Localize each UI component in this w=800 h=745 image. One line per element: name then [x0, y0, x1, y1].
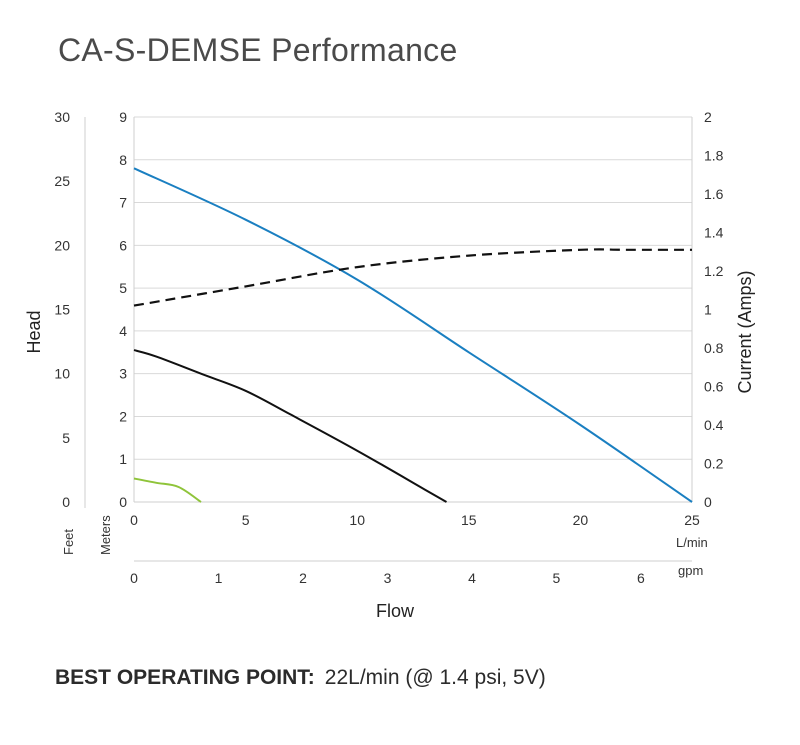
axes: [84, 117, 693, 562]
best-operating-point-value: 22L/min (@ 1.4 psi, 5V): [324, 666, 546, 689]
tick-labels: 012345678905101520253000.20.40.60.811.21…: [54, 109, 723, 586]
amps-tick-label: 1: [704, 302, 712, 318]
gpm-tick-label: 6: [637, 570, 645, 586]
x-axis-title: Flow: [376, 601, 415, 621]
gpm-tick-label: 3: [384, 570, 392, 586]
left-axis-title: Head: [24, 310, 44, 353]
series: [133, 167, 693, 503]
amps-tick-label: 1.8: [704, 148, 724, 164]
meters-tick-label: 6: [119, 237, 127, 253]
feet-tick-label: 10: [54, 366, 70, 382]
feet-tick-label: 5: [62, 430, 70, 446]
gpm-unit-label: gpm: [678, 563, 703, 578]
grid: [134, 116, 692, 503]
gpm-tick-label: 0: [130, 570, 138, 586]
meters-tick-label: 9: [119, 109, 127, 125]
best-operating-point-label: BEST OPERATING POINT:: [55, 666, 315, 689]
head-curve-line-1: [133, 167, 693, 503]
amps-tick-label: 0.6: [704, 379, 724, 395]
gpm-tick-label: 2: [299, 570, 307, 586]
meters-tick-label: 0: [119, 494, 127, 510]
feet-tick-label: 15: [54, 302, 70, 318]
amps-tick-label: 1.4: [704, 225, 724, 241]
feet-tick-label: 0: [62, 494, 70, 510]
gpm-tick-label: 1: [215, 570, 223, 586]
lpm-tick-label: 0: [130, 512, 138, 528]
meters-tick-label: 1: [119, 451, 127, 467]
amps-tick-label: 0.8: [704, 340, 724, 356]
feet-tick-label: 25: [54, 173, 70, 189]
meters-tick-label: 8: [119, 152, 127, 168]
axis-labels: L/min gpm Feet Meters Flow Head Current (Amps): [24, 270, 755, 621]
feet-tick-label: 30: [54, 109, 70, 125]
meters-tick-label: 2: [119, 408, 127, 424]
chart-title: CA-S-DEMSE Performance: [58, 32, 458, 68]
head-curve-line-3: [133, 477, 202, 503]
head-curve-line-2: [133, 349, 447, 503]
amps-tick-label: 0.2: [704, 456, 724, 472]
right-axis-title: Current (Amps): [735, 270, 755, 393]
feet-tick-label: 20: [54, 237, 70, 253]
amps-tick-label: 0.4: [704, 417, 724, 433]
lpm-unit-label: L/min: [676, 535, 708, 550]
lpm-tick-label: 10: [349, 512, 365, 528]
meters-tick-label: 4: [119, 323, 127, 339]
feet-unit-label: Feet: [61, 529, 76, 555]
amps-tick-label: 0: [704, 494, 712, 510]
gpm-tick-label: 4: [468, 570, 476, 586]
gpm-tick-label: 5: [553, 570, 561, 586]
amps-tick-label: 2: [704, 109, 712, 125]
current-curve-line: [133, 248, 693, 307]
meters-unit-label: Meters: [98, 515, 113, 555]
lpm-tick-label: 25: [684, 512, 700, 528]
lpm-tick-label: 5: [242, 512, 250, 528]
best-operating-point: BEST OPERATING POINT: 22L/min (@ 1.4 psi,…: [55, 666, 546, 690]
meters-tick-label: 5: [119, 280, 127, 296]
amps-tick-label: 1.2: [704, 263, 724, 279]
lpm-tick-label: 20: [573, 512, 589, 528]
lpm-tick-label: 15: [461, 512, 477, 528]
amps-tick-label: 1.6: [704, 186, 724, 202]
meters-tick-label: 7: [119, 195, 127, 211]
meters-tick-label: 3: [119, 366, 127, 382]
